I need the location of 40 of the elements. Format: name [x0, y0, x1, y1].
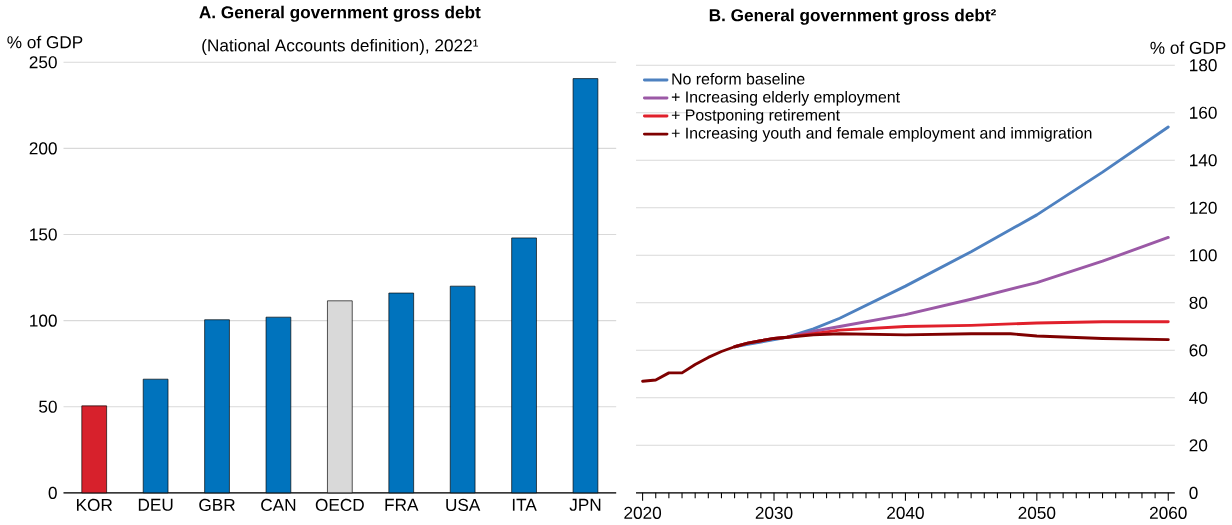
y-tick-label: 0 — [48, 486, 57, 500]
legend-label: + Increasing youth and female employment and immigration — [671, 127, 1092, 142]
x-tick-label: GBR — [199, 498, 235, 512]
y-tick-label: 100 — [1190, 249, 1217, 262]
chart-subtitle: (National Accounts definition), 2022¹ — [202, 39, 479, 56]
line-series — [641, 332, 1170, 383]
x-tick-label: JPN — [569, 499, 601, 511]
x-tick-label: OECD — [315, 498, 364, 512]
y-tick-label: 20 — [1189, 439, 1208, 452]
x-tick-label: 2040 — [887, 506, 924, 520]
x-tick-label: KOR — [76, 498, 113, 512]
y-tick-label: 150 — [30, 228, 57, 241]
y-tick-label: 140 — [1190, 154, 1217, 167]
y-tick-label: 80 — [1189, 296, 1208, 310]
y-tick-label: 40 — [1189, 391, 1208, 405]
chart-title: A. General government gross debt — [199, 5, 481, 22]
legend-label: + Increasing elderly employment — [671, 91, 900, 106]
x-tick-label: 2020 — [624, 506, 662, 520]
y-tick-label: 250 — [29, 56, 57, 69]
x-tick-label: 2050 — [1018, 506, 1056, 520]
y-tick-label: 160 — [1190, 106, 1217, 119]
y-tick-label: 50 — [39, 400, 57, 413]
x-tick-label: 2030 — [755, 506, 793, 520]
y-tick-label: 60 — [1189, 344, 1208, 357]
y-axis-title: % of GDP — [7, 35, 83, 49]
x-tick-label: FRA — [385, 499, 419, 511]
x-tick-label: CAN — [261, 498, 296, 512]
y-tick-label: 200 — [29, 142, 57, 155]
x-tick-label: USA — [446, 498, 481, 512]
x-tick-label: 2060 — [1149, 506, 1187, 520]
y-axis-title: % of GDP — [1150, 41, 1226, 55]
y-tick-label: 120 — [1190, 201, 1217, 214]
x-tick-label: DEU — [138, 499, 173, 511]
y-tick-label: 0 — [1189, 486, 1198, 500]
legend-label: + Postponing retirement — [671, 109, 840, 124]
y-tick-label: 100 — [30, 314, 57, 327]
legend-label: No reform baseline — [672, 73, 805, 85]
x-tick-label: ITA — [512, 499, 537, 511]
y-tick-label: 180 — [1190, 59, 1217, 72]
chart-title: B. General government gross debt² — [709, 8, 996, 25]
